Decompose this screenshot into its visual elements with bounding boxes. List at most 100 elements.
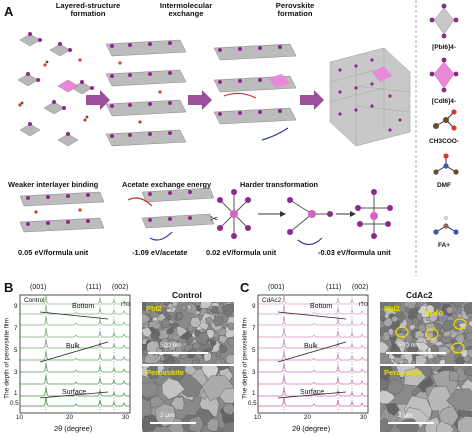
cdac2-trace [258, 315, 368, 326]
c-sem-perovskite [380, 366, 472, 432]
c-sem-hole-label: hole [424, 308, 444, 319]
stage-title-2: Intermolecular exchange [159, 1, 213, 19]
b-ytick-7: 7 [14, 325, 18, 332]
cdac2-trace [258, 362, 368, 373]
cdac2-trace [258, 386, 368, 397]
control-trace [20, 304, 130, 315]
c-xtick-30: 30 [360, 414, 367, 421]
cdac2-trace [258, 396, 368, 407]
sub-title-harder: Harder transformation [240, 180, 319, 189]
b-xtick-10: 10 [16, 414, 23, 421]
legend-cdi6-icon [429, 57, 459, 93]
c-sem-bottom-label: Perovskite [384, 368, 422, 377]
legend-pbi6-icon [429, 3, 459, 39]
c-peak-001: (001) [268, 284, 285, 291]
b-ytick-5: 5 [14, 347, 18, 354]
panel-b-title: Control [172, 290, 202, 300]
b-sem-bottom-label: Perovskite [146, 368, 184, 377]
cdac2-trace [258, 374, 368, 385]
b-xtick-20: 20 [66, 414, 73, 421]
control-trace [20, 294, 130, 305]
acetate-exchange-diagram [127, 187, 215, 241]
panel-c-letter: C [240, 280, 250, 295]
b-ytick-3: 3 [14, 369, 18, 376]
c-ytick-1: 1 [252, 390, 256, 397]
c-xtick-10: 10 [254, 414, 261, 421]
c-sem-top-scale: 500 nm [398, 342, 420, 349]
b-sem-perovskite [142, 366, 234, 432]
cdac2-trace [258, 294, 368, 305]
arrow-3 [300, 90, 324, 110]
c-bulk-label: Bulk [304, 343, 318, 350]
b-peak-111: (111) [86, 284, 102, 291]
cdac2-trace [258, 338, 368, 349]
sub-title-acetate: Acetate exchange energy [122, 180, 212, 189]
control-trace [20, 338, 130, 349]
b-ito-label: ITO [121, 302, 130, 308]
panel-c-title: CdAc2 [406, 290, 433, 300]
panel-a-letter: A [4, 4, 14, 19]
b-surface-label: Surface [62, 389, 87, 396]
stage-title-1: Layered-structure formation [55, 1, 121, 19]
control-trace [20, 362, 130, 373]
stage3-layers [213, 43, 297, 141]
energy-acetate: -1.09 eV/acetate [132, 248, 188, 257]
panel-a-illustration: ✂ [17, 0, 459, 276]
b-xlabel: 2θ (degree) [54, 424, 93, 433]
cdac2-trace [258, 350, 368, 361]
stage-title-3: Perovskite formation [275, 1, 315, 19]
b-ytick-1: 1 [14, 390, 18, 397]
b-peak-002: (002) [112, 284, 129, 291]
b-sem-bottom-scale: 2 μm [160, 412, 175, 419]
scissors-icon: ✂ [210, 214, 218, 225]
energy-weaker: 0.05 eV/formula unit [18, 248, 89, 257]
b-ytick-05: 0.5 [10, 400, 19, 407]
c-ytick-05: 0.5 [248, 400, 257, 407]
control-trace [20, 396, 130, 407]
c-sem-bottom-scale: 2 μm [398, 412, 413, 419]
b-peak-001: (001) [30, 284, 47, 291]
c-xlabel: 2θ (degree) [292, 424, 331, 433]
c-scale-bar-top [386, 352, 446, 354]
legend-cdi6-label: [CdI6]4- [431, 98, 457, 105]
legend-pbi6-label: [PbI6]4- [432, 44, 456, 51]
c-bottom-label: Bottom [310, 303, 333, 310]
stage2-layers [105, 39, 187, 147]
hole-markers [395, 318, 467, 354]
b-bulk-label: Bulk [66, 343, 80, 350]
c-ytick-5: 5 [252, 347, 256, 354]
panel-b-letter: B [4, 280, 14, 295]
c-sem-pbi2 [380, 302, 472, 364]
cdac2-trace [258, 327, 368, 338]
control-trace [20, 350, 130, 361]
b-scale-bar-bottom [150, 422, 196, 424]
legend-acetate-label: CH3COO- [429, 138, 459, 145]
c-surface-label: Surface [300, 389, 325, 396]
legend-acetate-icon [433, 109, 457, 131]
panel-c-xrd-chart [257, 294, 369, 414]
c-sem-top-label: PbI2 [384, 304, 400, 313]
b-sem-top-scale: 500 nm [160, 342, 182, 349]
control-trace [20, 315, 130, 326]
c-peak-002: (002) [352, 284, 369, 291]
cdac2-trace [258, 304, 368, 315]
arrow-2 [188, 90, 212, 110]
c-ytick-9: 9 [252, 303, 256, 310]
c-ytick-3: 3 [252, 369, 256, 376]
energy-transform-2: -0.03 eV/formula unit [318, 248, 391, 257]
c-peak-111: (111) [326, 284, 342, 291]
panel-b-xrd-chart [19, 294, 131, 414]
b-legend-control: Control [24, 297, 45, 304]
c-ytick-7: 7 [252, 325, 256, 332]
sub-title-weaker: Weaker interlayer binding [8, 180, 99, 189]
arrow-1 [86, 90, 110, 110]
c-legend-cdac2: CdAc2 [262, 297, 282, 304]
control-trace [20, 386, 130, 397]
weaker-binding-diagram [19, 191, 105, 233]
control-trace [20, 327, 130, 338]
b-scale-bar-top [148, 352, 208, 354]
stage1-molecules [17, 32, 94, 147]
b-ytick-9: 9 [14, 303, 18, 310]
c-xtick-20: 20 [304, 414, 311, 421]
c-ito-label: ITO [359, 302, 368, 308]
